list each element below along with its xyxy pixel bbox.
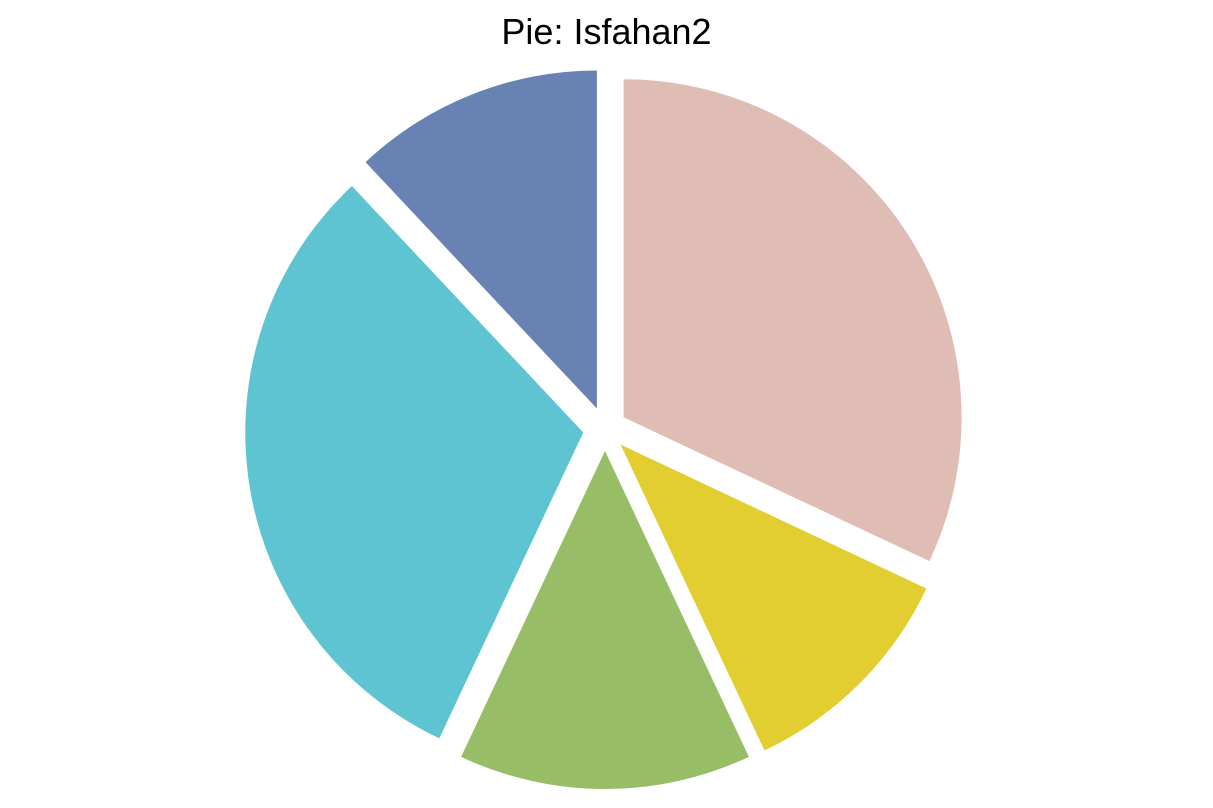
pie-slice-3 xyxy=(461,451,749,789)
pie-slice-5 xyxy=(365,70,597,409)
pie-slice-4 xyxy=(245,186,584,739)
pie-slice-1 xyxy=(623,79,962,562)
pie-slice-2 xyxy=(620,444,927,751)
pie-slices xyxy=(245,70,962,789)
chart-title: Pie: Isfahan2 xyxy=(501,11,712,52)
